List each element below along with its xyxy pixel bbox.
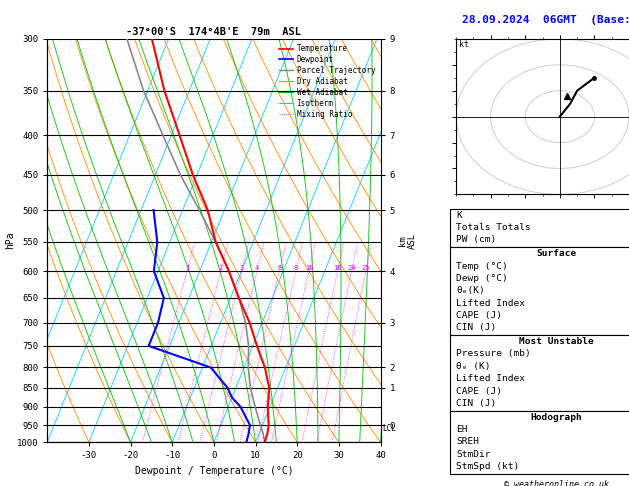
Text: 10: 10 [304,265,313,271]
Text: StmDir: StmDir [456,450,491,459]
Text: Hodograph: Hodograph [531,413,582,422]
Text: © weatheronline.co.uk: © weatheronline.co.uk [504,480,609,486]
Text: 2: 2 [219,265,223,271]
Text: 28.09.2024  06GMT  (Base: 00): 28.09.2024 06GMT (Base: 00) [462,15,629,25]
Text: PW (cm): PW (cm) [456,235,496,244]
Text: θₑ(K): θₑ(K) [456,286,485,295]
Bar [450,209,629,247]
Text: 16: 16 [333,265,342,271]
Text: Most Unstable: Most Unstable [520,337,594,346]
Text: 25: 25 [362,265,370,271]
Text: kt: kt [459,40,469,49]
Text: StmSpd (kt): StmSpd (kt) [456,462,520,471]
Text: Lifted Index: Lifted Index [456,374,525,383]
Text: CIN (J): CIN (J) [456,323,496,332]
Bar [450,335,629,411]
Text: EH: EH [456,425,467,434]
Text: θₑ (K): θₑ (K) [456,362,491,371]
Y-axis label: km
ASL: km ASL [398,232,417,249]
Text: 1: 1 [185,265,189,271]
Text: -37°00'S  174°4B'E  79m  ASL: -37°00'S 174°4B'E 79m ASL [126,27,301,37]
Text: 8: 8 [294,265,298,271]
Text: CAPE (J): CAPE (J) [456,386,502,396]
Bar [450,247,629,335]
Text: 3: 3 [240,265,243,271]
Text: CAPE (J): CAPE (J) [456,311,502,320]
Text: 4: 4 [255,265,259,271]
Text: Totals Totals: Totals Totals [456,223,531,232]
Text: K: K [456,210,462,220]
Text: LCL: LCL [382,424,396,433]
Text: 6: 6 [277,265,282,271]
X-axis label: Dewpoint / Temperature (°C): Dewpoint / Temperature (°C) [135,466,293,476]
Text: CIN (J): CIN (J) [456,399,496,408]
Text: Lifted Index: Lifted Index [456,298,525,308]
Text: Temp (°C): Temp (°C) [456,261,508,271]
Bar [450,411,629,474]
Y-axis label: hPa: hPa [5,232,15,249]
Legend: Temperature, Dewpoint, Parcel Trajectory, Dry Adiabat, Wet Adiabat, Isotherm, Mi: Temperature, Dewpoint, Parcel Trajectory… [277,43,377,120]
Text: 20: 20 [347,265,356,271]
Text: SREH: SREH [456,437,479,447]
Text: Pressure (mb): Pressure (mb) [456,349,531,359]
Text: Surface: Surface [537,249,577,258]
Text: Dewp (°C): Dewp (°C) [456,274,508,283]
